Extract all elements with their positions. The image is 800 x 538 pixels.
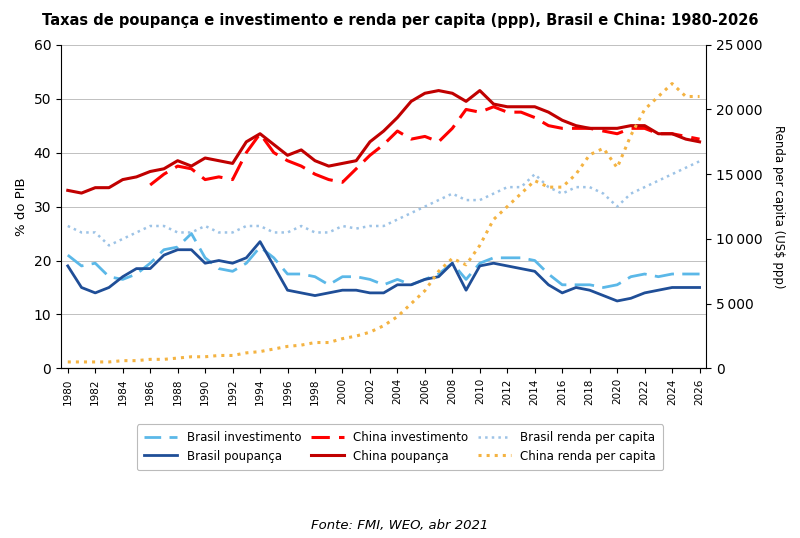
Y-axis label: Renda per capita (US$ ppp): Renda per capita (US$ ppp): [772, 125, 785, 288]
Text: Fonte: FMI, WEO, abr 2021: Fonte: FMI, WEO, abr 2021: [311, 519, 489, 532]
Y-axis label: % do PIB: % do PIB: [15, 177, 28, 236]
Legend: Brasil investimento, Brasil poupança, China investimento, China poupança, Brasil: Brasil investimento, Brasil poupança, Ch…: [137, 424, 663, 470]
Text: Taxas de poupança e investimento e renda per capita (ppp), Brasil e China: 1980-: Taxas de poupança e investimento e renda…: [42, 13, 758, 29]
